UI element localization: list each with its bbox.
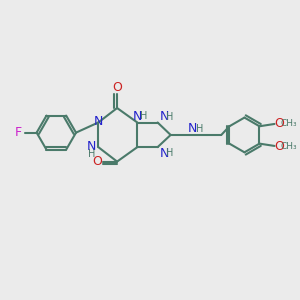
Text: F: F <box>15 126 22 139</box>
Text: CH₃: CH₃ <box>281 142 297 151</box>
Text: H: H <box>88 149 96 159</box>
Text: N: N <box>188 122 198 135</box>
Text: O: O <box>274 140 284 153</box>
Text: O: O <box>92 155 102 168</box>
Text: H: H <box>196 124 203 134</box>
Text: N: N <box>94 116 103 128</box>
Text: N: N <box>159 110 169 123</box>
Text: H: H <box>140 111 147 121</box>
Text: CH₃: CH₃ <box>281 119 297 128</box>
Text: H: H <box>166 112 173 122</box>
Text: H: H <box>166 148 173 158</box>
Text: N: N <box>159 147 169 160</box>
Text: O: O <box>112 81 122 94</box>
Text: N: N <box>133 110 142 123</box>
Text: N: N <box>87 140 97 153</box>
Text: O: O <box>274 117 284 130</box>
